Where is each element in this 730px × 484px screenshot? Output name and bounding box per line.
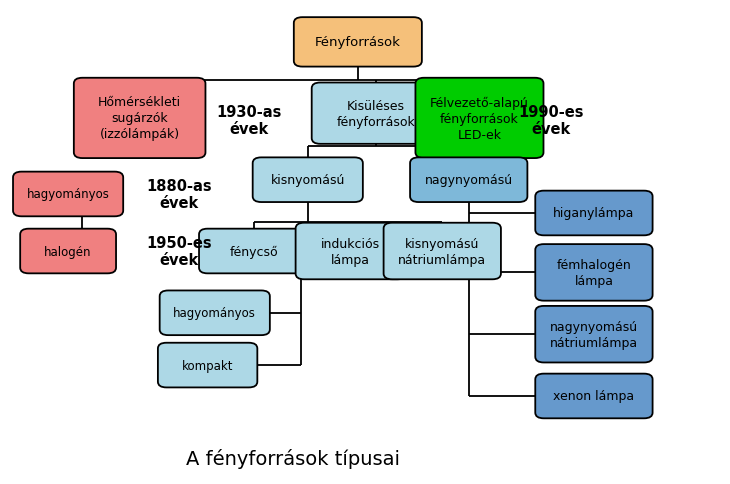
Text: nagynyomású: nagynyomású — [425, 174, 512, 187]
Text: indukciós
lámpa: indukciós lámpa — [321, 237, 380, 266]
FancyBboxPatch shape — [20, 229, 116, 274]
Text: fémhalogén
lámpa: fémhalogén lámpa — [556, 258, 631, 287]
Text: 1950-es
évek: 1950-es évek — [146, 235, 212, 268]
Text: kisnyomású: kisnyomású — [271, 174, 345, 187]
FancyBboxPatch shape — [535, 306, 653, 363]
Text: fénycső: fénycső — [230, 245, 278, 258]
Text: Félvezető-alapú
fényforrások
LED-ek: Félvezető-alapú fényforrások LED-ek — [430, 96, 529, 141]
Text: hagyományos: hagyományos — [173, 307, 256, 319]
FancyBboxPatch shape — [415, 78, 544, 159]
FancyBboxPatch shape — [13, 172, 123, 217]
FancyBboxPatch shape — [535, 244, 653, 301]
FancyBboxPatch shape — [535, 374, 653, 419]
Text: Fényforrások: Fényforrások — [315, 36, 401, 49]
FancyBboxPatch shape — [296, 223, 406, 280]
Text: hagyományos: hagyományos — [27, 188, 110, 201]
FancyBboxPatch shape — [74, 78, 205, 159]
Text: A fényforrások típusai: A fényforrások típusai — [186, 448, 401, 468]
FancyBboxPatch shape — [312, 83, 439, 145]
Text: halogén: halogén — [45, 245, 92, 258]
Text: 1930-as
évek: 1930-as évek — [216, 105, 282, 137]
Text: 1880-as
évek: 1880-as évek — [146, 179, 212, 211]
FancyBboxPatch shape — [160, 291, 270, 335]
Text: nagynyomású
nátriumlámpa: nagynyomású nátriumlámpa — [550, 320, 638, 349]
Text: higanylámpa: higanylámpa — [553, 207, 634, 220]
Text: kompakt: kompakt — [182, 359, 234, 372]
FancyBboxPatch shape — [410, 158, 527, 203]
FancyBboxPatch shape — [199, 229, 310, 274]
Text: Kisüléses
fényforrások: Kisüléses fényforrások — [337, 100, 415, 128]
FancyBboxPatch shape — [383, 223, 501, 280]
Text: kisnyomású
nátriumlámpa: kisnyomású nátriumlámpa — [398, 237, 486, 266]
Text: Hőmérsékleti
sugárzók
(izzólámpák): Hőmérsékleti sugárzók (izzólámpák) — [98, 96, 181, 141]
FancyBboxPatch shape — [293, 18, 422, 67]
FancyBboxPatch shape — [535, 191, 653, 236]
FancyBboxPatch shape — [158, 343, 258, 388]
Text: xenon lámpa: xenon lámpa — [553, 390, 634, 403]
Text: 1990-es
évek: 1990-es évek — [518, 105, 584, 137]
FancyBboxPatch shape — [253, 158, 363, 203]
